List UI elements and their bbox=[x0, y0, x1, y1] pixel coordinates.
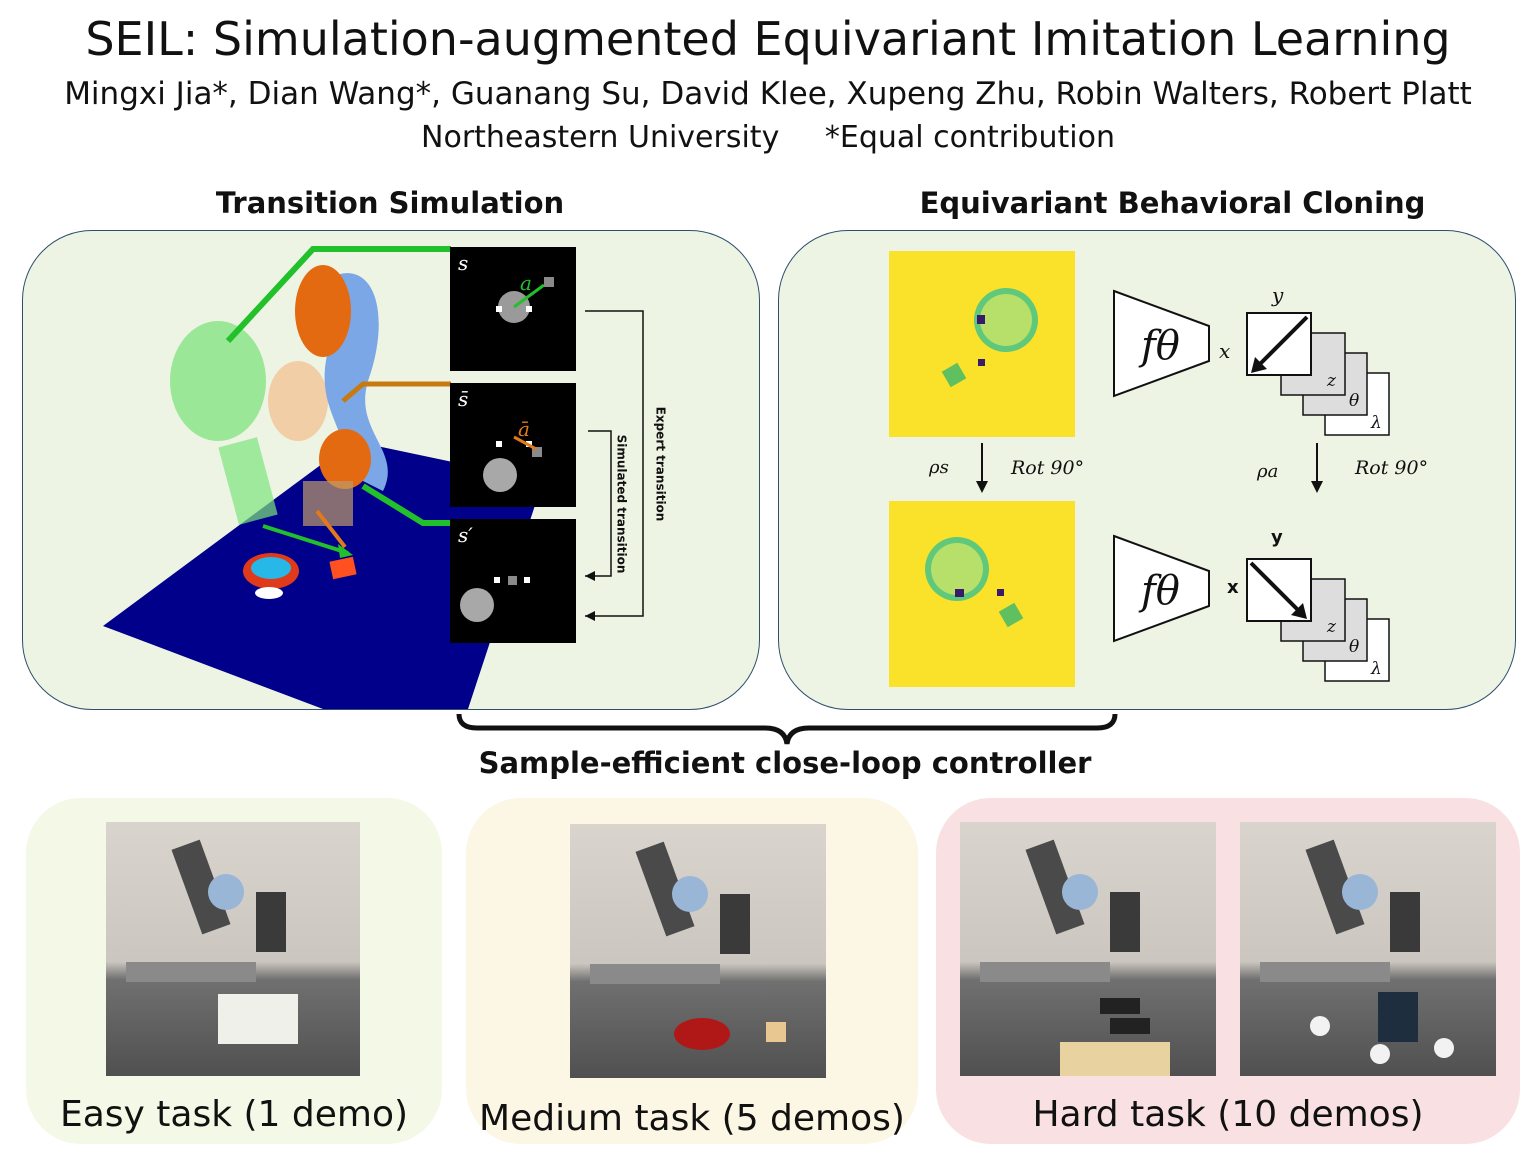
simulated-transition-bracket bbox=[585, 430, 612, 577]
affiliation-line: Northeastern University *Equal contribut… bbox=[0, 120, 1536, 155]
ghost-gripper-tan bbox=[268, 361, 328, 441]
easy-task-photo bbox=[106, 822, 360, 1076]
ground-plane bbox=[103, 441, 543, 709]
orange-connector-line bbox=[341, 381, 451, 403]
expert-transition-label: Expert transition bbox=[653, 406, 667, 521]
equivariant-bc-heading: Equivariant Behavioral Cloning bbox=[919, 186, 1426, 220]
action-label-a: a bbox=[520, 271, 532, 295]
channel-z-bottom: z bbox=[1327, 617, 1336, 637]
action-label-a-bar: ā bbox=[518, 417, 530, 441]
hard-task-photo-2 bbox=[1240, 822, 1496, 1076]
transition-simulation-heading: Transition Simulation bbox=[215, 186, 565, 220]
simulated-transition-label: Simulated transition bbox=[614, 434, 628, 573]
channel-theta-bottom: θ bbox=[1349, 637, 1360, 657]
page-title: SEIL: Simulation-augmented Equivariant I… bbox=[85, 12, 1451, 66]
block-object bbox=[329, 556, 357, 580]
axis-y-label-bottom: y bbox=[1271, 527, 1283, 548]
equivariance-diagram bbox=[976, 289, 1390, 682]
hard-task-label: Hard task (10 demos) bbox=[1032, 1094, 1424, 1135]
axis-x-label-bottom: x bbox=[1227, 577, 1239, 598]
simulated-transition-label-wrap: Simulated transition bbox=[613, 431, 629, 576]
ghost-gripper-green bbox=[170, 321, 266, 441]
easy-task-panel: Easy task (1 demo) bbox=[26, 798, 442, 1144]
network-label-bottom: fθ bbox=[1141, 568, 1180, 614]
channel-theta-top: θ bbox=[1349, 391, 1360, 411]
simulated-action-arrow bbox=[315, 509, 347, 549]
medium-task-panel: Medium task (5 demos) bbox=[466, 798, 918, 1144]
simulation-scene bbox=[103, 246, 644, 709]
axis-y-label-top: y bbox=[1272, 283, 1284, 307]
transition-simulation-panel: s a s̄ ā s′ Expert tra bbox=[22, 230, 760, 710]
green-connector-line bbox=[225, 246, 451, 344]
axis-x-label-top: x bbox=[1219, 339, 1231, 363]
curly-brace bbox=[456, 713, 1118, 745]
equal-contribution-note: *Equal contribution bbox=[824, 120, 1115, 155]
network-trapezoid-bottom bbox=[1113, 534, 1210, 643]
hard-task-panel: Hard task (10 demos) bbox=[936, 798, 1520, 1144]
channel-lambda-bottom: λ bbox=[1371, 659, 1382, 679]
rotation-label-state: Rot 90° bbox=[1011, 457, 1085, 479]
rotation-label-action: Rot 90° bbox=[1355, 457, 1429, 479]
network-label-top: fθ bbox=[1141, 323, 1180, 369]
equivariant-bc-panel: fθ x y z θ λ ρs Rot 90° ρa Rot 90° fθ x … bbox=[778, 230, 1516, 710]
channel-lambda-top: λ bbox=[1371, 413, 1382, 433]
green-connector-line-2 bbox=[361, 483, 451, 526]
channel-z-top: z bbox=[1327, 371, 1336, 391]
easy-task-label: Easy task (1 demo) bbox=[59, 1094, 409, 1135]
expert-transition-label-wrap: Expert transition bbox=[651, 311, 669, 616]
network-trapezoid-top bbox=[1113, 289, 1210, 398]
state-image-s-prime: s′ bbox=[450, 519, 576, 643]
expert-transition-bracket bbox=[585, 310, 644, 617]
rho-s-label: ρs bbox=[929, 457, 949, 478]
controller-label: Sample-efficient close-loop controller bbox=[478, 746, 1092, 780]
expert-action-arrow bbox=[262, 524, 349, 555]
medium-task-label: Medium task (5 demos) bbox=[479, 1098, 905, 1139]
rho-a-label: ρa bbox=[1257, 461, 1279, 482]
affiliation: Northeastern University bbox=[421, 120, 780, 155]
state-image-s: s a bbox=[450, 247, 576, 371]
medium-task-photo bbox=[570, 824, 826, 1078]
robot-arm-orange bbox=[295, 265, 351, 357]
observation-rotated bbox=[889, 501, 1075, 687]
observation-original bbox=[889, 251, 1075, 437]
state-image-s-bar: s̄ ā bbox=[450, 383, 576, 507]
author-list: Mingxi Jia*, Dian Wang*, Guanang Su, Dav… bbox=[64, 76, 1472, 112]
hard-task-photo-1 bbox=[960, 822, 1216, 1076]
